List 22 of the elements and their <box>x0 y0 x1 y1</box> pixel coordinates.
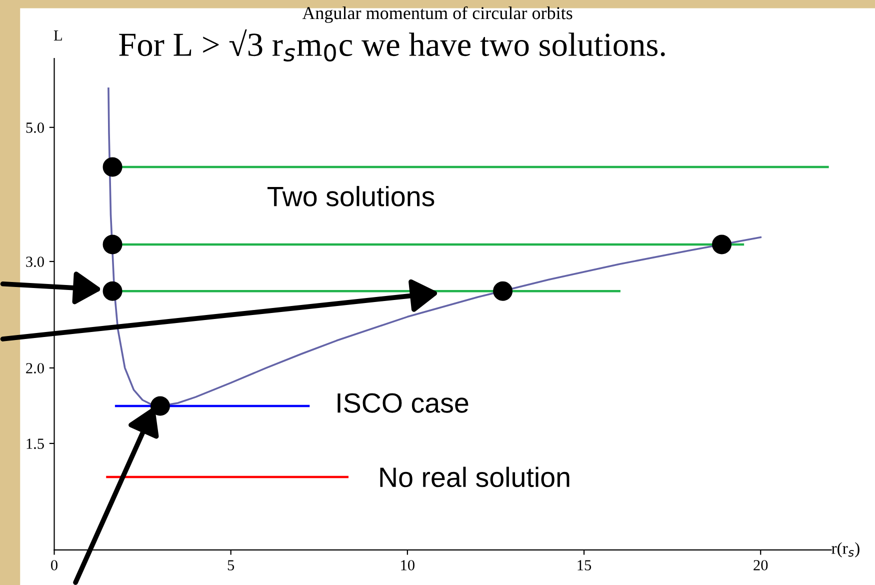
x-tick-label: 5 <box>228 560 234 570</box>
point <box>150 396 170 416</box>
y-tick-label: 3.0 <box>26 256 44 267</box>
point <box>712 234 732 254</box>
y-tick-label: 2.0 <box>26 363 44 374</box>
point <box>102 234 122 254</box>
x-tick-label: 15 <box>578 560 592 570</box>
point <box>102 281 122 301</box>
chart-title: Angular momentum of circular orbits <box>302 6 572 23</box>
annotation: Two solutions <box>268 186 434 206</box>
x-tick-label: 10 <box>401 560 414 570</box>
y-tick-label: 1.5 <box>26 438 44 449</box>
x-axis-title: r(r$_{s}$) <box>832 542 860 558</box>
y-axis-title: L <box>54 30 62 41</box>
point <box>493 281 513 301</box>
annotation: ISCO case <box>338 393 468 413</box>
y-tick-label: 5.0 <box>26 122 44 133</box>
x-tick-label: 0 <box>51 560 58 570</box>
point <box>102 157 122 177</box>
annotation: For L > √3 r$_{s}$m$_{0}$c we have two solutions. <box>119 29 665 62</box>
annotation: No real solution <box>380 466 570 488</box>
x-tick-label: 20 <box>754 560 768 570</box>
